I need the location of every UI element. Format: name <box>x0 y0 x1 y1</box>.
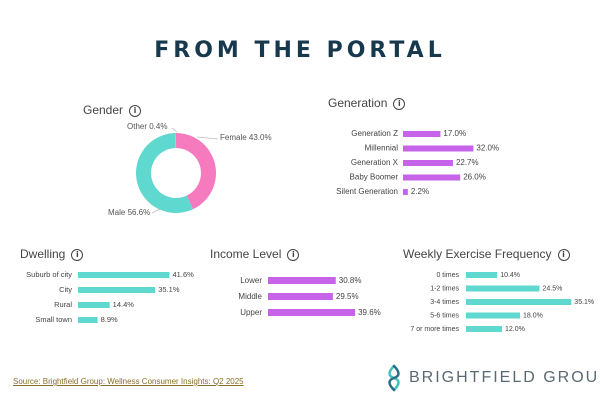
dwelling-panel-title: Dwelling i <box>20 247 84 261</box>
info-icon[interactable]: i <box>393 98 406 110</box>
generation-bar-millennial <box>403 145 474 152</box>
dwelling-bar-small-town <box>78 317 98 323</box>
generation-value-generation-x: 22.7% <box>456 158 479 167</box>
dwelling-label-rural: Rural <box>54 300 72 309</box>
income-value-upper: 39.6% <box>358 308 381 317</box>
income-bar-middle <box>268 293 333 300</box>
generation-label-silent-generation: Silent Generation <box>336 187 398 196</box>
exercise-value-5-6-times: 18.0% <box>523 313 543 320</box>
exercise-bar-5-6-times <box>466 312 520 319</box>
dwelling-label-city: City <box>59 285 72 294</box>
info-icon[interactable]: i <box>557 249 570 261</box>
dwelling-value-small-town: 8.9% <box>101 315 118 324</box>
generation-label-baby-boomer: Baby Boomer <box>350 173 399 182</box>
income-bar-lower <box>268 277 336 284</box>
generation-label-generation-z: Generation Z <box>351 129 398 138</box>
donut-label-other: Other 0.4% <box>127 122 167 131</box>
donut-slice-other <box>174 133 176 149</box>
dwelling-bar-rural <box>78 302 110 308</box>
page-title: FROM THE PORTAL <box>154 38 446 63</box>
income-bar-upper <box>268 309 356 316</box>
exercise-label-1-2-times: 1-2 times <box>430 286 459 293</box>
source-link[interactable]: Source: Brightfield Group: Wellness Cons… <box>13 377 244 386</box>
generation-value-generation-z: 17.0% <box>443 129 466 138</box>
generation-panel-title: Generation i <box>328 96 406 110</box>
dwelling-label-small-town: Small town <box>35 315 72 324</box>
exercise-value-1-2-times: 24.5% <box>543 286 563 293</box>
dwelling-value-rural: 14.4% <box>113 300 135 309</box>
gender-title: Gender <box>83 103 124 117</box>
dwelling-value-suburb-of-city: 41.6% <box>173 270 195 279</box>
income-label-lower: Lower <box>240 276 262 285</box>
exercise-value-7-or-more-times: 12.0% <box>505 326 525 333</box>
generation-value-silent-generation: 2.2% <box>411 187 429 196</box>
donut-leader-male <box>151 208 161 214</box>
exercise-bar-0-times <box>466 272 498 278</box>
donut-slice-male <box>136 133 194 214</box>
exercise-value-3-4-times: 35.1% <box>574 299 594 306</box>
generation-label-generation-x: Generation X <box>351 158 399 167</box>
exercise-panel-title: Weekly Exercise Frequency i <box>403 247 570 261</box>
donut-slice-female <box>176 133 217 210</box>
info-icon[interactable]: i <box>129 105 142 117</box>
dwelling-value-city: 35.1% <box>158 285 180 294</box>
generation-label-millennial: Millennial <box>365 144 399 153</box>
income-title: Income Level <box>210 247 282 261</box>
exercise-label-5-6-times: 5-6 times <box>430 313 459 320</box>
info-icon[interactable]: i <box>71 249 84 261</box>
dwelling-label-suburb-of-city: Suburb of city <box>26 270 72 279</box>
donut-label-male: Male 56.6% <box>108 208 150 217</box>
income-label-middle: Middle <box>238 292 262 301</box>
dwelling-title: Dwelling <box>20 247 66 261</box>
logo-text: BRIGHTFIELD GROUP <box>409 369 600 386</box>
exercise-bar-1-2-times <box>466 285 540 292</box>
donut-leader-female <box>196 136 219 140</box>
income-panel-title: Income Level i <box>210 247 300 261</box>
income-value-middle: 29.5% <box>336 292 359 301</box>
exercise-label-7-or-more-times: 7 or more times <box>410 326 459 333</box>
generation-value-millennial: 32.0% <box>476 144 499 153</box>
gender-panel-title: Gender i <box>83 103 142 117</box>
info-icon[interactable]: i <box>287 249 300 261</box>
exercise-title: Weekly Exercise Frequency <box>403 247 552 261</box>
dwelling-bar-city <box>78 287 156 293</box>
donut-label-female: Female 43.0% <box>220 133 272 142</box>
dwelling-bar-suburb-of-city <box>78 272 170 278</box>
generation-value-baby-boomer: 26.0% <box>463 173 486 182</box>
exercise-bar-7-or-more-times <box>466 326 502 332</box>
exercise-label-3-4-times: 3-4 times <box>430 299 459 306</box>
exercise-value-0-times: 10.4% <box>500 272 520 279</box>
exercise-bar-3-4-times <box>466 299 572 305</box>
income-value-lower: 30.8% <box>339 276 362 285</box>
generation-bar-baby-boomer <box>403 174 461 181</box>
donut-leader-other <box>171 127 178 133</box>
income-label-upper: Upper <box>240 308 262 317</box>
generation-title: Generation <box>328 96 388 110</box>
generation-bar-silent-generation <box>403 189 408 195</box>
generation-bar-generation-x <box>403 160 453 166</box>
exercise-label-0-times: 0 times <box>436 272 459 279</box>
brand-logo: BRIGHTFIELD GROUP <box>385 363 600 393</box>
logo-mark-icon <box>388 364 400 392</box>
generation-bar-generation-z <box>403 131 441 137</box>
